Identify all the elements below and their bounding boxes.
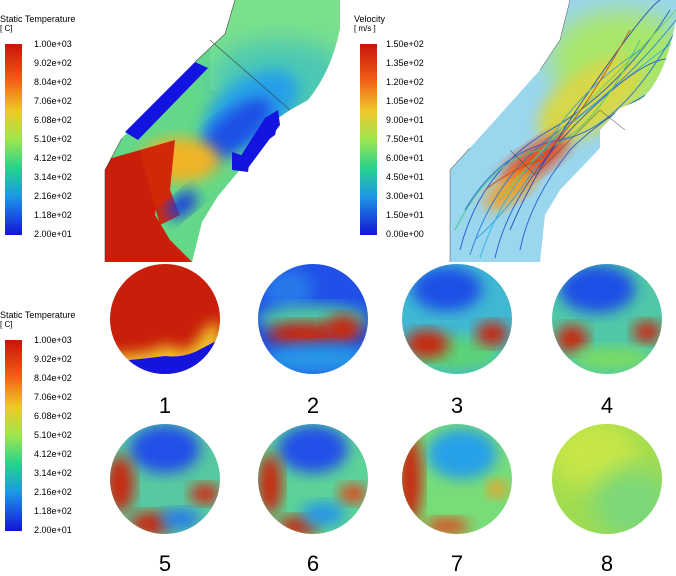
cross-section-plot xyxy=(402,424,512,534)
temperature-colorbar xyxy=(5,44,22,235)
legend-tick: 3.14e+02 xyxy=(34,172,72,182)
legend-tick: 1.18e+02 xyxy=(34,210,72,220)
temperature-legend-top: Static Temperature [ C] 1.00e+03 9.02e+0… xyxy=(0,14,100,244)
legend-tick: 4.50e+01 xyxy=(386,172,424,182)
legend-tick: 1.50e+01 xyxy=(386,210,424,220)
legend-tick: 1.35e+02 xyxy=(386,58,424,68)
temperature-colorbar xyxy=(5,340,22,531)
legend-tick: 4.12e+02 xyxy=(34,153,72,163)
legend-tick: 8.04e+02 xyxy=(34,77,72,87)
legend-tick: 6.00e+01 xyxy=(386,153,424,163)
section-label: 5 xyxy=(158,551,172,576)
legend-tick: 7.06e+02 xyxy=(34,392,72,402)
legend-tick: 9.02e+02 xyxy=(34,58,72,68)
section-label: 3 xyxy=(450,393,464,418)
legend-tick: 8.04e+02 xyxy=(34,373,72,383)
legend-tick: 1.05e+02 xyxy=(386,96,424,106)
side-block xyxy=(262,118,278,140)
legend-title: Velocity xyxy=(354,14,386,24)
legend-tick: 1.50e+02 xyxy=(386,39,424,49)
legend-tick: 1.00e+03 xyxy=(34,39,72,49)
section-label: 7 xyxy=(450,551,464,576)
cross-section-plot xyxy=(552,424,662,534)
legend-tick: 1.18e+02 xyxy=(34,506,72,516)
legend-title: Static Temperature xyxy=(0,14,76,24)
velocity-colorbar xyxy=(360,44,377,235)
legend-tick: 3.00e+01 xyxy=(386,191,424,201)
legend-tick: 5.10e+02 xyxy=(34,134,72,144)
cross-section-plot xyxy=(552,264,662,374)
temperature-contour-plot xyxy=(104,0,340,262)
legend-tick: 9.00e+01 xyxy=(386,115,424,125)
legend-tick: 2.16e+02 xyxy=(34,487,72,497)
cross-section-plot xyxy=(110,424,220,534)
legend-tick: 7.06e+02 xyxy=(34,96,72,106)
section-label: 2 xyxy=(306,393,320,418)
legend-tick: 2.00e+01 xyxy=(34,525,72,535)
cross-section-plot xyxy=(110,264,220,374)
cross-section-plot xyxy=(258,424,368,534)
legend-tick: 7.50e+01 xyxy=(386,134,424,144)
side-block xyxy=(232,152,250,172)
cross-section-plot xyxy=(258,264,368,374)
legend-title: Static Temperature xyxy=(0,310,76,320)
section-label: 8 xyxy=(600,551,614,576)
legend-tick: 9.02e+02 xyxy=(34,354,72,364)
velocity-legend: Velocity [ m/s ] 1.50e+02 1.35e+02 1.20e… xyxy=(354,14,454,244)
legend-unit: [ C] xyxy=(0,320,13,329)
legend-tick: 6.08e+02 xyxy=(34,115,72,125)
legend-unit: [ m/s ] xyxy=(354,24,376,33)
temperature-legend-bottom: Static Temperature [ C] 1.00e+03 9.02e+0… xyxy=(0,310,100,540)
legend-tick: 6.08e+02 xyxy=(34,411,72,421)
legend-tick: 1.00e+03 xyxy=(34,335,72,345)
legend-tick: 3.14e+02 xyxy=(34,468,72,478)
velocity-streamline-plot xyxy=(449,0,676,262)
legend-tick: 2.00e+01 xyxy=(34,229,72,239)
legend-unit: [ C] xyxy=(0,24,13,33)
legend-tick: 5.10e+02 xyxy=(34,430,72,440)
legend-tick: 4.12e+02 xyxy=(34,449,72,459)
legend-tick: 1.20e+02 xyxy=(386,77,424,87)
cross-section-plot xyxy=(402,264,512,374)
section-label: 6 xyxy=(306,551,320,576)
inlet-block xyxy=(125,62,208,140)
legend-tick: 0.00e+00 xyxy=(386,229,424,239)
legend-tick: 2.16e+02 xyxy=(34,191,72,201)
section-label: 4 xyxy=(600,393,614,418)
section-label: 1 xyxy=(158,393,172,418)
